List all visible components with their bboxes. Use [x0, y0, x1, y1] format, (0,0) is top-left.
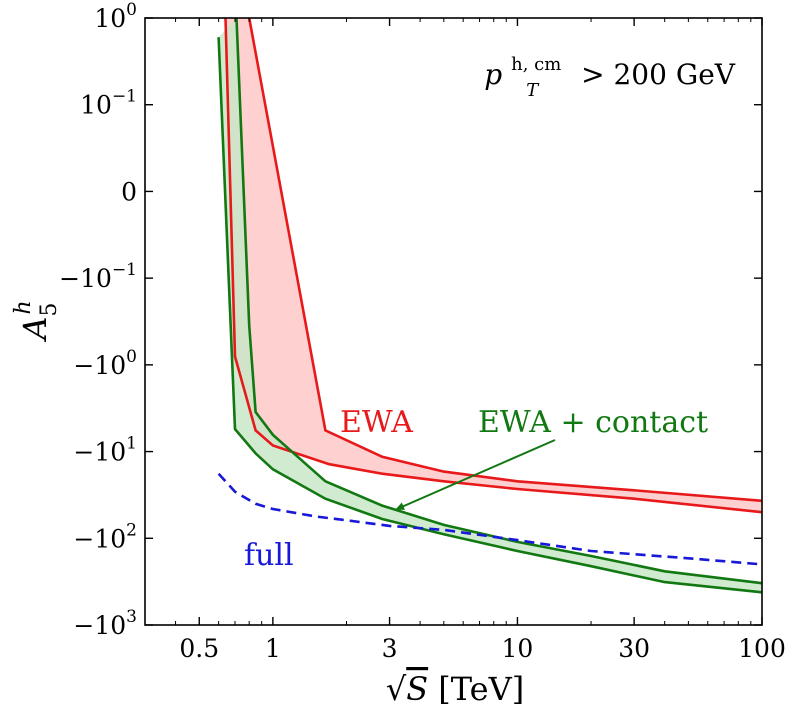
annotation-ewa: EWA [340, 405, 413, 440]
y-axis-label: A5h [11, 300, 62, 342]
y-axis-label-base: A [16, 317, 54, 343]
x-tick-label: 3 [382, 634, 398, 663]
y-tick-label: −10−1 [59, 260, 137, 293]
y-axis-label-sub: 5 [37, 303, 62, 317]
x-axis-label-unit: [TeV] [428, 670, 524, 708]
x-tick-label: 10 [502, 634, 534, 663]
y-tick-label: −101 [73, 434, 137, 467]
svg-text:A5h: A5h [11, 300, 62, 342]
y-tick-label: 100 [94, 0, 137, 33]
x-tick-label: 30 [618, 634, 650, 663]
y-axis-label-sup: h [11, 300, 36, 314]
x-tick-label: 0.5 [179, 634, 219, 663]
cut-label-sup: h, cm [511, 54, 561, 75]
x-tick-label: 1 [265, 634, 281, 663]
cut-label-p: p [484, 58, 502, 91]
kinematic-cut-label: p h, cm T > 200 GeV [484, 44, 736, 103]
x-tick-label: 100 [738, 634, 786, 663]
annotation-ewa-contact: EWA + contact [478, 405, 708, 440]
y-tick-label: 0 [121, 177, 137, 206]
y-tick-label: 10−1 [80, 87, 137, 120]
y-tick-label: −102 [73, 520, 137, 553]
x-axis-label-root: √ [386, 670, 407, 708]
plot-area [219, 18, 762, 592]
x-axis-label-var: S [406, 670, 428, 708]
cut-label-rest: > 200 GeV [581, 58, 736, 91]
x-axis-label: √S [TeV] [386, 670, 524, 708]
cut-label-sub: T [526, 80, 540, 101]
y-tick-label: −100 [73, 347, 137, 380]
axis-ticks: 0.5 1 3 10 30 100 100 10−1 0 −10−1 −100 −101 −102 −10… [59, 0, 786, 663]
annotation-full: full [244, 538, 294, 573]
y-tick-label: −103 [73, 607, 137, 640]
